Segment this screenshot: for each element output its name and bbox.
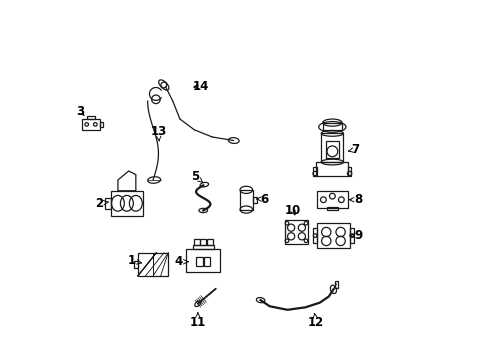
Bar [316, 162, 348, 176]
Bar [203, 257, 210, 266]
Text: 2: 2 [95, 197, 109, 210]
Bar [313, 167, 316, 176]
Bar [240, 190, 252, 210]
Bar [87, 116, 94, 119]
Circle shape [151, 95, 160, 104]
Bar [110, 191, 142, 216]
Bar [326, 207, 337, 210]
Text: 4: 4 [174, 255, 188, 268]
Ellipse shape [228, 138, 239, 143]
Bar [138, 253, 168, 276]
Bar [196, 257, 202, 266]
Bar [325, 141, 339, 158]
Bar [334, 281, 338, 288]
Bar [321, 134, 343, 162]
Bar [133, 261, 138, 268]
Bar [285, 220, 307, 244]
Bar [192, 245, 214, 249]
Bar [313, 228, 316, 243]
Bar [186, 249, 220, 273]
Text: 9: 9 [350, 229, 362, 242]
Text: 14: 14 [192, 80, 208, 93]
Bar [105, 198, 110, 209]
Bar [194, 239, 199, 245]
Text: 3: 3 [77, 105, 84, 118]
Bar [82, 119, 100, 130]
Bar [349, 228, 353, 243]
Bar [317, 191, 347, 208]
Bar [100, 122, 103, 127]
Text: 12: 12 [307, 313, 324, 329]
Bar [316, 223, 349, 248]
Circle shape [161, 82, 166, 88]
Ellipse shape [159, 80, 168, 90]
Text: 11: 11 [189, 313, 205, 329]
Bar [200, 239, 206, 245]
Text: 13: 13 [150, 125, 166, 141]
Text: 7: 7 [348, 143, 359, 156]
Text: 8: 8 [349, 193, 362, 206]
Bar [322, 123, 341, 130]
Bar [252, 197, 256, 203]
Text: 10: 10 [284, 204, 301, 217]
Text: 6: 6 [256, 193, 268, 206]
Bar [206, 239, 212, 245]
Text: 5: 5 [191, 170, 202, 183]
Bar [347, 167, 351, 176]
Text: 1: 1 [127, 254, 141, 267]
